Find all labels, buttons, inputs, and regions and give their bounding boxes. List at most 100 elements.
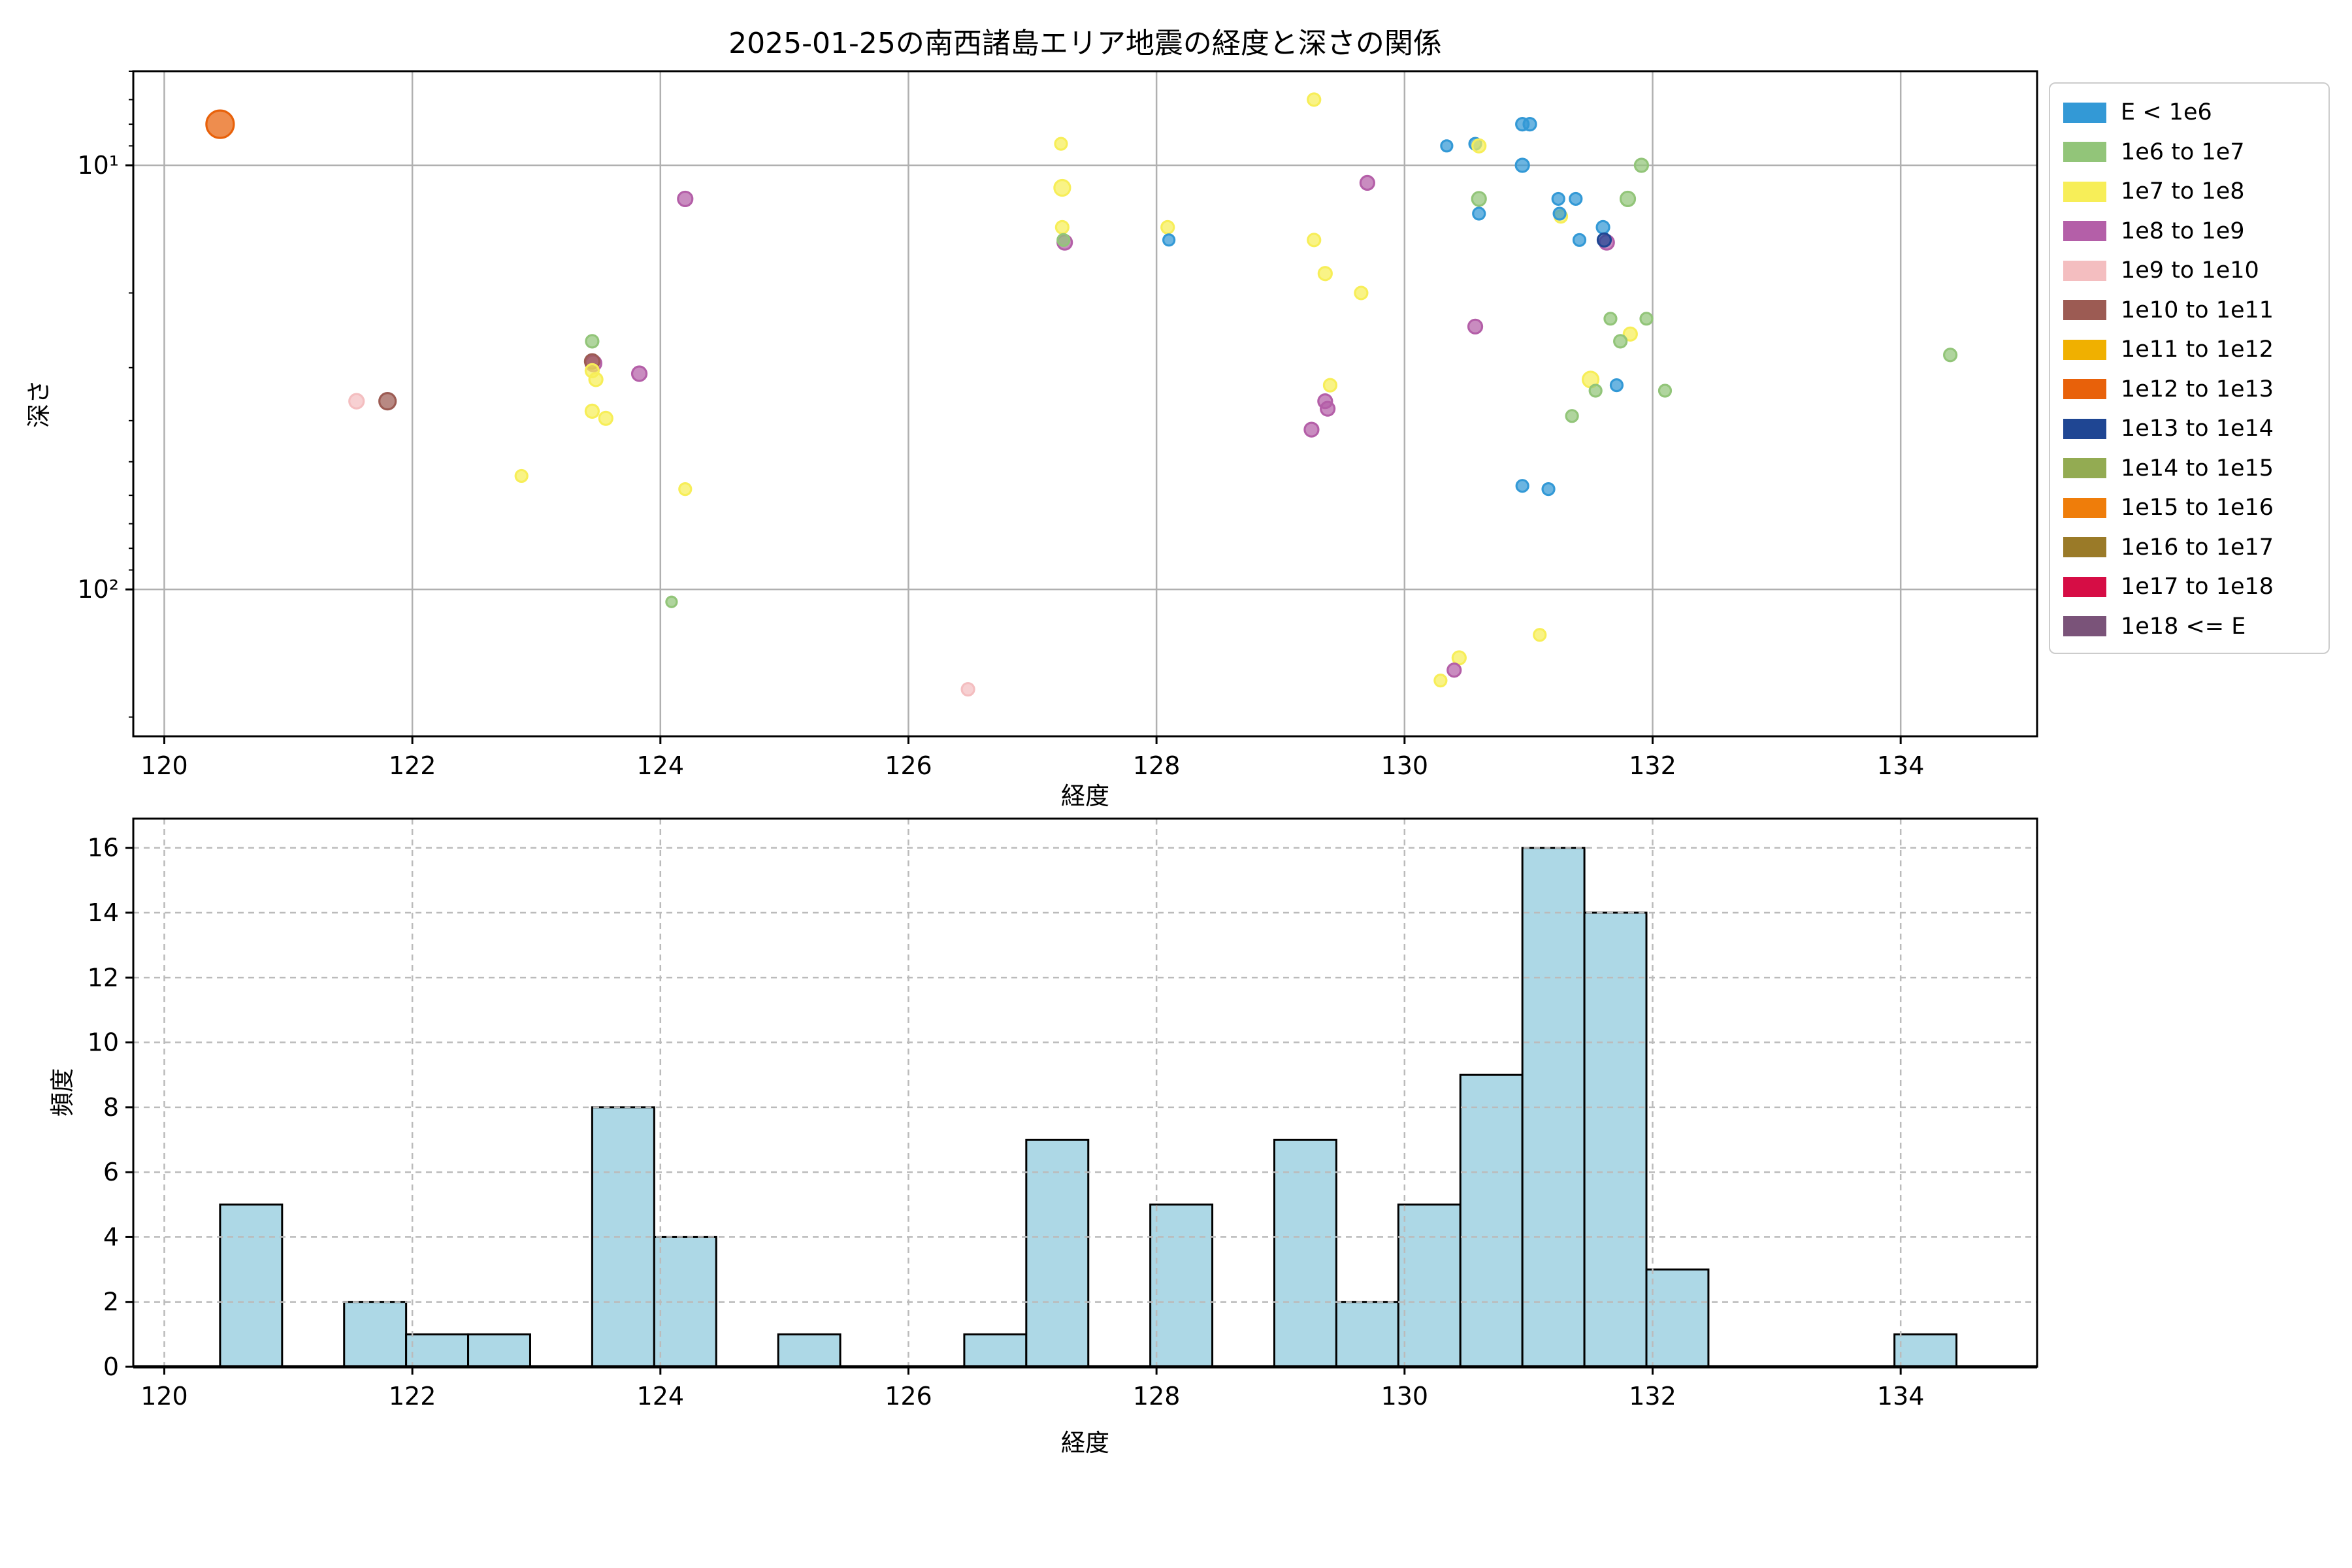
- scatter-point: [1162, 233, 1176, 247]
- scatter-point: [678, 482, 693, 497]
- scatter-point: [1359, 174, 1375, 191]
- scatter-point: [1658, 384, 1673, 398]
- scatter-xtick-label: 120: [140, 751, 188, 780]
- histogram-bar: [591, 1106, 655, 1368]
- scatter-point: [1440, 139, 1454, 153]
- legend-item: 1e16 to 1e17: [2050, 528, 2328, 568]
- legend-label: 1e12 to 1e13: [2121, 376, 2274, 402]
- scatter-xtick-label: 132: [1629, 751, 1676, 780]
- scatter-point: [677, 190, 694, 208]
- histogram-xtick-label: 124: [637, 1382, 685, 1411]
- histogram-ytick-label: 16: [88, 834, 119, 862]
- legend-label: 1e18 <= E: [2121, 613, 2246, 640]
- legend-swatch: [2063, 537, 2106, 558]
- legend-item: 1e9 to 1e10: [2050, 251, 2328, 291]
- scatter-point: [1622, 326, 1638, 342]
- legend-swatch: [2063, 221, 2106, 242]
- legend-label: 1e10 to 1e11: [2121, 297, 2274, 323]
- legend-item: 1e13 to 1e14: [2050, 409, 2328, 449]
- legend-item: 1e12 to 1e13: [2050, 370, 2328, 410]
- scatter-point: [1471, 191, 1487, 207]
- legend-item: 1e11 to 1e12: [2050, 330, 2328, 370]
- histogram-bar: [653, 1235, 717, 1368]
- legend-swatch: [2063, 142, 2106, 163]
- legend-swatch: [2063, 339, 2106, 360]
- scatter-xtick-label: 122: [389, 751, 436, 780]
- legend-label: 1e16 to 1e17: [2121, 534, 2274, 561]
- legend-item: 1e7 to 1e8: [2050, 172, 2328, 212]
- scatter-xaxis-label: 経度: [1061, 782, 1109, 810]
- scatter-point: [1054, 137, 1068, 151]
- histogram-yaxis-label: 頻度: [48, 1068, 76, 1117]
- legend-label: 1e8 to 1e9: [2121, 218, 2245, 244]
- scatter-point: [205, 109, 235, 139]
- scatter-point: [1160, 220, 1175, 235]
- scatter-point: [960, 681, 975, 697]
- histogram-bar: [405, 1333, 470, 1368]
- histogram-bar: [1893, 1333, 1958, 1368]
- histogram-ytick-label: 6: [103, 1158, 119, 1186]
- legend-label: 1e11 to 1e12: [2121, 336, 2274, 363]
- scatter-point: [1303, 421, 1320, 438]
- histogram-xtick-label: 130: [1381, 1382, 1429, 1411]
- scatter-point: [1056, 233, 1071, 247]
- scatter-point: [1514, 157, 1530, 173]
- scatter-point: [1551, 191, 1565, 206]
- scatter-point: [1609, 378, 1624, 393]
- scatter-ytick-label: 10²: [77, 575, 119, 604]
- scatter-point: [1533, 628, 1547, 642]
- histogram-bar: [1335, 1301, 1399, 1368]
- scatter-point: [1054, 220, 1070, 235]
- histogram-bar: [219, 1203, 284, 1368]
- legend-swatch: [2063, 260, 2106, 281]
- histogram-ytick-label: 0: [103, 1352, 119, 1381]
- legend-item: 1e17 to 1e18: [2050, 567, 2328, 607]
- scatter-point: [1322, 378, 1338, 393]
- histogram-ytick-label: 8: [103, 1093, 119, 1122]
- scatter-point: [348, 393, 365, 410]
- legend-swatch: [2063, 300, 2106, 321]
- scatter-point: [1467, 318, 1484, 335]
- scatter-spines: [132, 70, 2038, 738]
- histogram-ytick-label: 2: [103, 1288, 119, 1316]
- legend-label: 1e14 to 1e15: [2121, 455, 2274, 482]
- legend: E < 1e6 1e6 to 1e7 1e7 to 1e8 1e8 to 1e9 1e9…: [2049, 82, 2330, 654]
- scatter-xtick-label: 134: [1877, 751, 1925, 780]
- scatter-point: [1639, 312, 1654, 326]
- histogram-bar: [1273, 1138, 1337, 1368]
- scatter-point: [1572, 233, 1587, 247]
- legend-swatch: [2063, 379, 2106, 400]
- histogram-bar: [1397, 1203, 1462, 1368]
- scatter-point: [1588, 384, 1603, 398]
- scatter-point: [1317, 266, 1333, 282]
- scatter-point: [1619, 190, 1637, 208]
- legend-swatch: [2063, 102, 2106, 123]
- scatter-yaxis-label: 深さ: [25, 380, 53, 428]
- histogram-bar: [1459, 1073, 1524, 1368]
- scatter-point: [1596, 232, 1612, 248]
- scatter-point: [1307, 92, 1322, 107]
- scatter-point: [1307, 233, 1322, 248]
- legend-label: 1e13 to 1e14: [2121, 416, 2274, 442]
- legend-label: 1e9 to 1e10: [2121, 257, 2259, 284]
- scatter-xtick-label: 130: [1381, 751, 1429, 780]
- legend-label: 1e15 to 1e16: [2121, 495, 2274, 521]
- scatter-point: [1471, 138, 1487, 154]
- histogram-bar: [467, 1333, 531, 1368]
- scatter-xtick-label: 128: [1133, 751, 1181, 780]
- scatter-point: [665, 595, 678, 608]
- histogram-ytick-label: 4: [103, 1222, 119, 1251]
- legend-item: 1e6 to 1e7: [2050, 133, 2328, 172]
- legend-label: E < 1e6: [2121, 99, 2212, 126]
- scatter-point: [1354, 286, 1369, 301]
- legend-item: 1e10 to 1e11: [2050, 291, 2328, 331]
- legend-label: 1e6 to 1e7: [2121, 139, 2245, 165]
- histogram-bar: [343, 1301, 408, 1368]
- scatter-point: [1569, 191, 1583, 206]
- histogram-xtick-label: 120: [140, 1382, 188, 1411]
- histogram-bar: [1025, 1138, 1090, 1368]
- legend-item: 1e15 to 1e16: [2050, 488, 2328, 528]
- scatter-point: [585, 334, 600, 349]
